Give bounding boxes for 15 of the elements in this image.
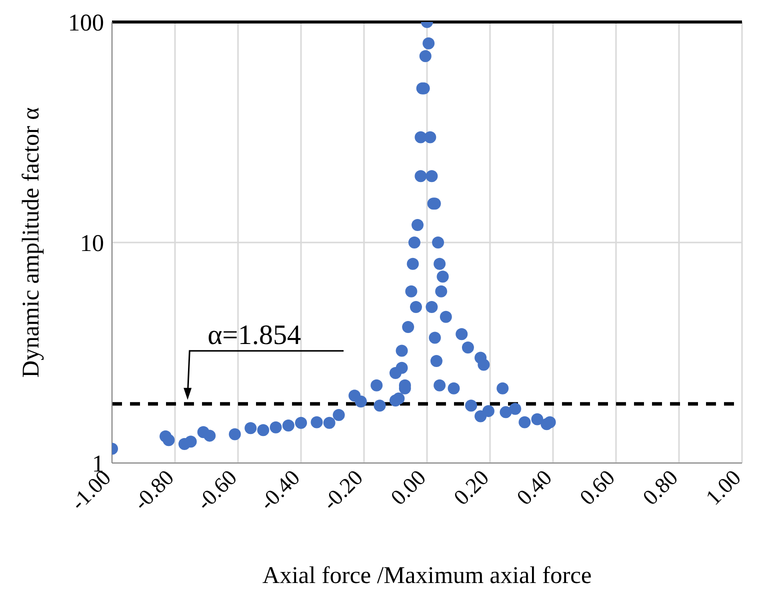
x-tick-label: 1.00: [700, 464, 746, 510]
x-tick-label: 0.60: [574, 464, 620, 510]
x-tick-label: -0.80: [128, 464, 179, 515]
x-tick-label: 0.00: [386, 464, 431, 510]
y-tick-label: 100: [68, 10, 104, 37]
x-tick-label: -0.20: [317, 464, 368, 515]
x-tick-label: -0.40: [254, 464, 305, 515]
x-tick-label: 0.80: [638, 464, 683, 510]
y-tick-label: 10: [80, 231, 104, 258]
annotation: α=1.854: [208, 320, 302, 351]
x-tick-label: 0.20: [448, 464, 494, 510]
x-axis-title: Axial force /Maximum axial force: [262, 563, 592, 589]
y-axis-title: Dynamic amplitude factor α: [18, 106, 45, 378]
x-tick-label: 0.40: [512, 464, 557, 510]
x-tick-label: -0.60: [191, 464, 242, 515]
